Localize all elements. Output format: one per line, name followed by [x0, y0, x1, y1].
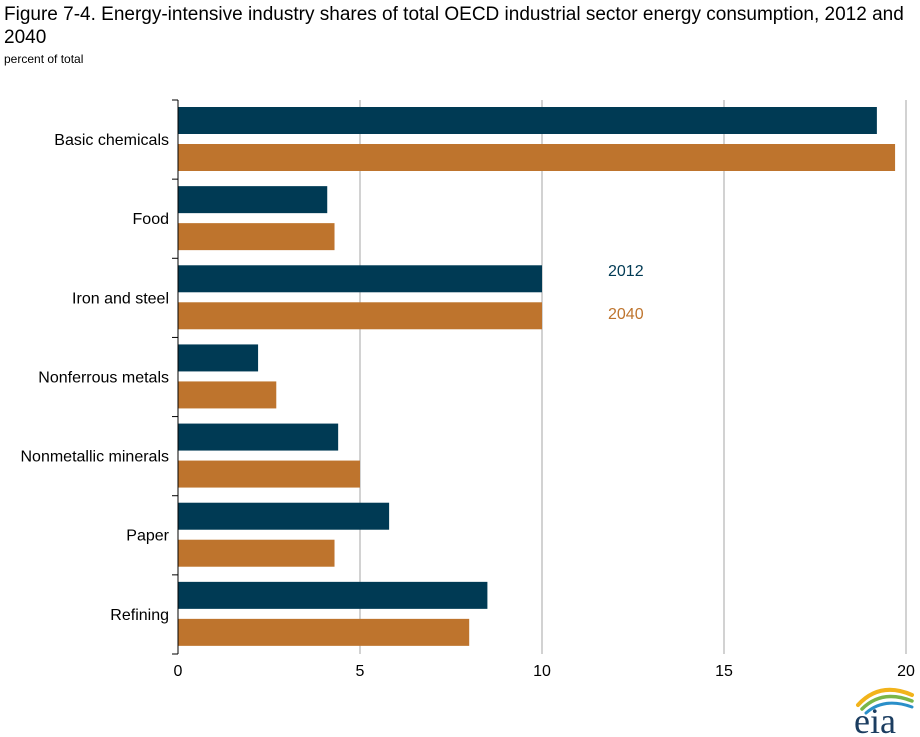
chart-subtitle: percent of total: [4, 52, 84, 66]
bar-2012-nonmetallic-minerals: [178, 423, 339, 451]
legend: 2012 2040: [608, 263, 644, 323]
grid-lines: [359, 100, 907, 654]
x-tick-label: 20: [897, 663, 915, 680]
bar-2040-food: [178, 223, 335, 251]
bar-2040-nonmetallic-minerals: [178, 460, 360, 488]
category-label: Nonmetallic minerals: [21, 449, 170, 466]
bars: [178, 107, 896, 646]
axes: 0 5 10 15 20 Basic chemicals Food Iron and stee…: [21, 99, 915, 680]
x-tick-label: 5: [356, 663, 365, 680]
legend-entry-2012: 2012: [608, 263, 644, 280]
logo-text: eia: [854, 701, 896, 737]
bar-2040-refining: [178, 618, 470, 646]
category-label: Paper: [126, 528, 169, 545]
category-label: Food: [133, 211, 169, 228]
bar-2012-refining: [178, 581, 488, 609]
legend-entry-2040: 2040: [608, 306, 644, 323]
category-label: Refining: [110, 607, 169, 624]
x-tick-label: 10: [533, 663, 551, 680]
category-label: Nonferrous metals: [38, 369, 169, 386]
bar-2040-nonferrous-metals: [178, 381, 277, 409]
bar-2040-paper: [178, 539, 335, 567]
bar-2012-food: [178, 186, 328, 214]
eia-logo-icon: eia: [854, 687, 914, 737]
chart-title: Figure 7-4. Energy-intensive industry sh…: [4, 4, 904, 48]
bar-2040-iron-and-steel: [178, 302, 542, 330]
category-label: Iron and steel: [72, 290, 169, 307]
bar-2012-basic-chemicals: [178, 107, 877, 134]
bar-2012-nonferrous-metals: [178, 344, 259, 372]
x-tick-label: 15: [715, 663, 733, 680]
category-label: Basic chemicals: [54, 132, 169, 149]
bar-2040-basic-chemicals: [178, 144, 896, 171]
bar-2012-paper: [178, 502, 390, 530]
bar-2012-iron-and-steel: [178, 265, 542, 293]
x-tick-label: 0: [174, 663, 183, 680]
